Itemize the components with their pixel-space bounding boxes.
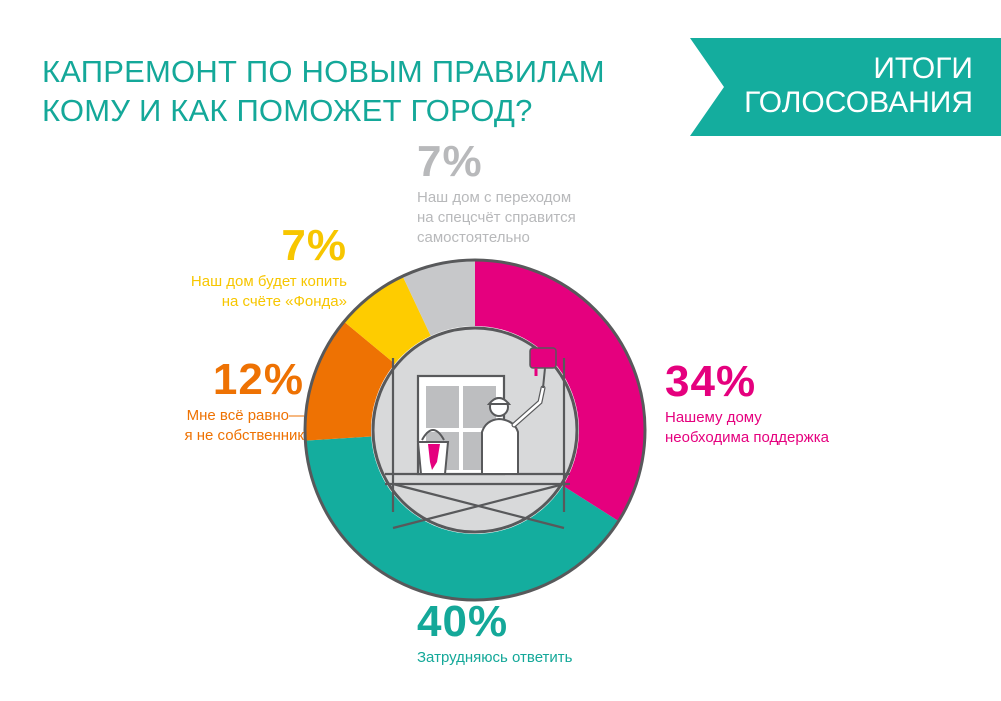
value-label-orange: 12% [212, 355, 304, 404]
desc-yellow-line1: Наш дом будет копить [190, 273, 347, 290]
value-label-teal: 40% [417, 597, 509, 646]
desc-gray-line3: самостоятельно [417, 229, 530, 246]
segment-indifferent [305, 321, 395, 441]
page-title-line2: КОМУ И КАК ПОМОЖЕТ ГОРОД? [42, 93, 533, 128]
donut-segments [303, 258, 647, 602]
value-label-pink: 34% [665, 357, 757, 406]
desc-orange-line1: Мне всё равно— [186, 407, 304, 424]
desc-gray-line1: Наш дом с переходом [417, 189, 572, 206]
desc-yellow-line2: на счёте «Фонда» [221, 293, 347, 310]
banner-text: ИТОГИ ГОЛОСОВАНИЯ [744, 52, 973, 120]
label-pink-segment: 34% Нашему дому необходима поддержка [665, 360, 829, 448]
donut-outer-ring [303, 258, 647, 602]
label-gray-segment: 7% Наш дом с переходом на спецсчёт справ… [417, 140, 576, 248]
desc-gray-line2: на спецсчёт справится [417, 209, 576, 226]
page-title: КАПРЕМОНТ ПО НОВЫМ ПРАВИЛАМ КОМУ И КАК П… [42, 52, 605, 130]
page-title-line1: КАПРЕМОНТ ПО НОВЫМ ПРАВИЛАМ [42, 54, 605, 89]
value-label-gray: 7% [417, 137, 483, 186]
banner-line1: ИТОГИ [873, 52, 973, 85]
desc-pink-line2: необходима поддержка [665, 429, 829, 446]
desc-orange-line2: я не собственник [184, 427, 304, 444]
desc-yellow: Наш дом будет копить на счёте «Фонда» [191, 272, 347, 312]
desc-teal-line1: Затрудняюсь ответить [417, 649, 573, 666]
label-teal-segment: 40% Затрудняюсь ответить [417, 600, 572, 668]
desc-pink: Нашему дому необходима поддержка [665, 408, 829, 448]
desc-pink-line1: Нашему дому [665, 409, 762, 426]
segment-fund [344, 276, 431, 364]
segment-special-account [402, 260, 475, 336]
value-label-yellow: 7% [281, 221, 347, 270]
banner-line2: ГОЛОСОВАНИЯ [744, 86, 973, 119]
desc-gray: Наш дом с переходом на спецсчёт справитс… [417, 188, 576, 248]
results-banner: ИТОГИ ГОЛОСОВАНИЯ [690, 38, 1001, 136]
desc-teal: Затрудняюсь ответить [417, 648, 572, 668]
desc-orange: Мне всё равно— я не собственник [184, 406, 304, 446]
segment-support [475, 260, 646, 522]
label-yellow-segment: 7% Наш дом будет копить на счёте «Фонда» [191, 224, 347, 312]
painter-on-scaffolding-icon [371, 326, 579, 534]
label-orange-segment: 12% Мне всё равно— я не собственник [184, 358, 304, 446]
segment-undecided [305, 436, 619, 601]
